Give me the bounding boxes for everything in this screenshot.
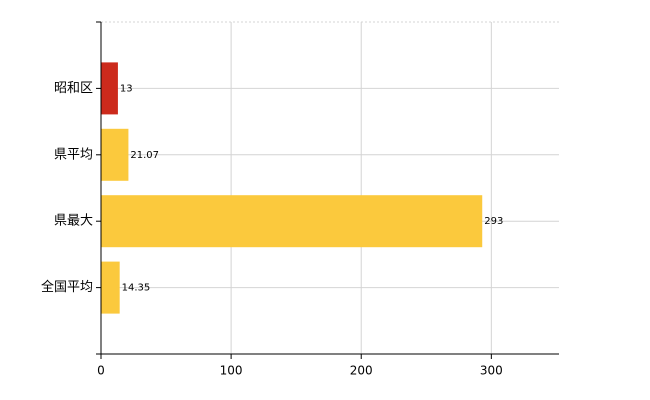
bar bbox=[101, 62, 118, 115]
y-tick-label: 全国平均 bbox=[41, 279, 93, 295]
x-tick-label: 0 bbox=[97, 364, 105, 378]
x-tick-label: 100 bbox=[220, 364, 243, 378]
y-tick-label: 県平均 bbox=[54, 147, 93, 162]
value-label: 13 bbox=[120, 83, 133, 94]
bar bbox=[101, 195, 483, 248]
bar bbox=[101, 261, 120, 314]
bar bbox=[101, 128, 129, 181]
x-tick-label: 300 bbox=[480, 364, 503, 378]
x-tick-label: 200 bbox=[350, 364, 373, 378]
value-label: 21.07 bbox=[130, 150, 159, 161]
y-tick-label: 県最大 bbox=[54, 214, 93, 229]
value-label: 14.35 bbox=[122, 283, 151, 294]
value-label: 293 bbox=[484, 216, 503, 227]
y-tick-label: 昭和区 bbox=[54, 81, 93, 96]
